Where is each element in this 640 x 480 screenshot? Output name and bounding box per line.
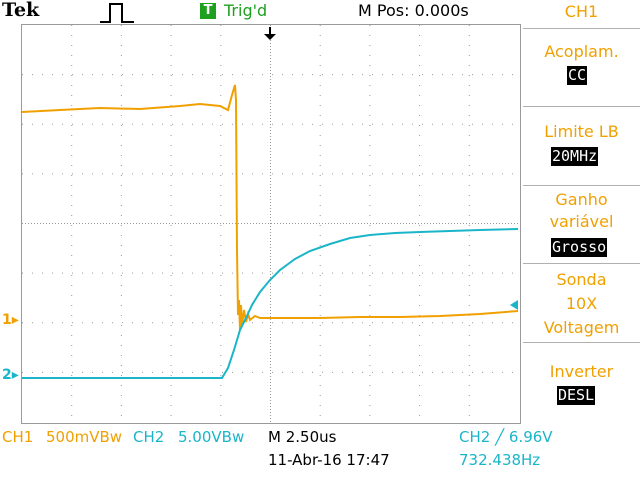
probe-label-line1: Sonda: [556, 270, 607, 289]
ch2-label: CH2: [133, 428, 165, 446]
ch1-marker-label: 1: [2, 312, 12, 328]
trigger-level: 6.96V: [508, 428, 553, 446]
coupling-label: Acoplam.: [544, 42, 619, 61]
date-time: 11-Abr-16 17:47: [268, 451, 390, 469]
ch1-scale: 500mVBw: [46, 428, 123, 446]
probe-label-line2: 10X: [565, 294, 598, 313]
frequency-readout: 732.438Hz: [459, 451, 541, 469]
graticule-grid: [22, 25, 519, 422]
bandwidth-label: Limite LB: [544, 122, 619, 141]
bandwidth-value: 20MHz: [551, 147, 599, 166]
ch2-marker-label: 2: [2, 367, 12, 383]
ch2-trace: [22, 228, 519, 379]
ch2-trigger-marker: [510, 300, 518, 310]
pulse-icon: [100, 3, 134, 23]
side-menu: CH1 Acoplam. CC Limite LB 20MHz Ganho va…: [523, 0, 640, 422]
invert-value: DESL: [557, 386, 596, 405]
horizontal-position: M Pos: 0.000s: [358, 1, 469, 20]
graticule: [21, 24, 521, 424]
menu-title: CH1: [564, 2, 599, 21]
coupling-value: CC: [567, 66, 588, 85]
gain-value: Grosso: [551, 238, 608, 257]
probe-label-line3: Voltagem: [543, 318, 620, 337]
ch1-label: CH1: [2, 428, 34, 446]
ch2-ground-marker: 2▸: [2, 367, 19, 383]
timebase: M 2.50us: [268, 428, 337, 446]
rising-edge-icon: ╱: [495, 428, 505, 446]
trigger-readout: CH2 ╱ 6.96V: [459, 428, 553, 446]
invert-label: Inverter: [549, 362, 614, 381]
trigger-position-marker: [264, 27, 276, 40]
gain-label-line2: variável: [549, 212, 614, 231]
brand-logo: Tek: [2, 0, 40, 21]
ch1-ground-marker: 1▸: [2, 312, 19, 328]
gain-label-line1: Ganho: [555, 190, 608, 209]
trigger-status: Trig'd: [224, 1, 268, 20]
ch2-scale: 5.00VBw: [178, 428, 245, 446]
trigger-badge: T: [200, 3, 216, 19]
trigger-source: CH2: [459, 428, 491, 446]
ch1-trace: [21, 84, 519, 331]
